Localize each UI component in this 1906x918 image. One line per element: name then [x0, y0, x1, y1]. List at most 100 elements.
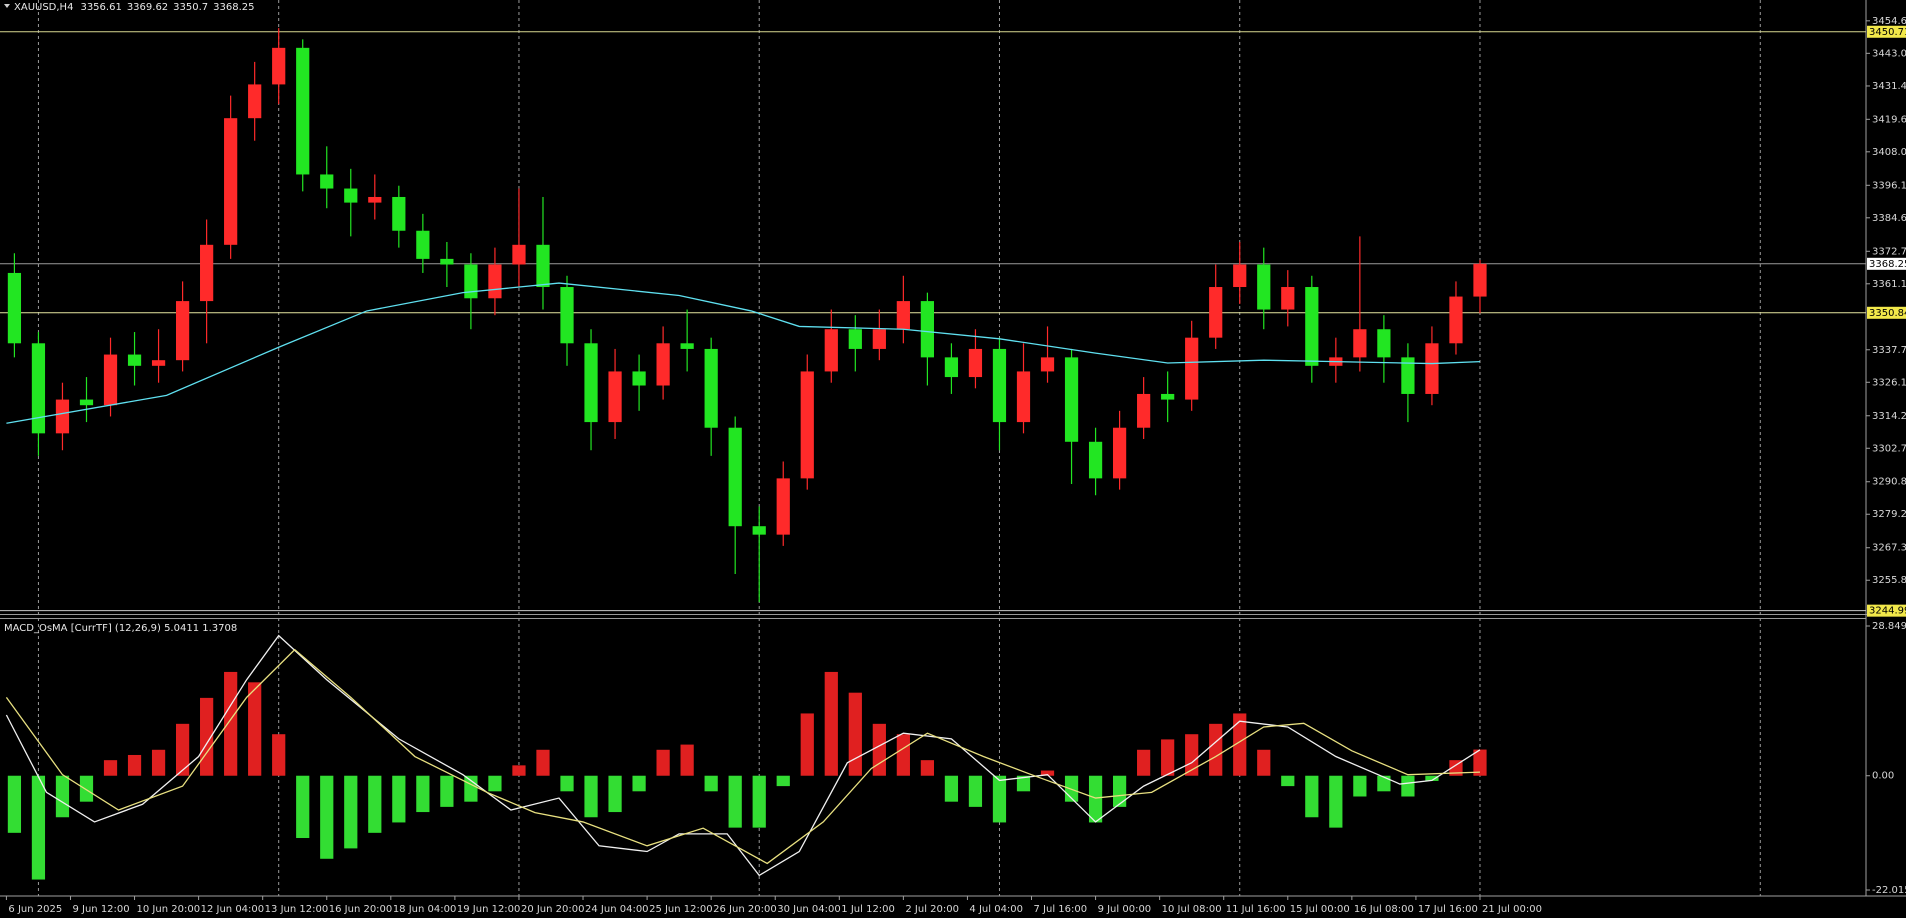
menu-icon[interactable]	[4, 4, 10, 8]
candle-body	[920, 301, 935, 358]
histogram-bar	[440, 775, 454, 807]
histogram-bar	[512, 765, 526, 776]
x-tick-label: 13 Jun 12:00	[265, 904, 329, 915]
y-tick-label: 0.00	[1872, 771, 1894, 782]
candle-body	[392, 196, 406, 231]
y-tick-label: 3267.35	[1872, 543, 1906, 554]
histogram-bar	[1329, 775, 1343, 828]
level-label-box	[1867, 257, 1906, 270]
histogram-bar	[296, 775, 310, 839]
candle-body	[728, 427, 742, 527]
candle-body	[1353, 329, 1367, 358]
candle-body	[752, 526, 766, 535]
y-tick-label: -22.0159	[1872, 885, 1906, 896]
x-tick-label: 9 Jul 00:00	[1098, 904, 1152, 915]
candle-body	[1305, 287, 1319, 366]
histogram-bar	[632, 775, 646, 792]
y-tick-label: 3314.25	[1872, 411, 1906, 422]
candle-body	[656, 343, 670, 386]
candle-body	[872, 329, 886, 349]
x-tick-label: 11 Jul 16:00	[1226, 904, 1286, 915]
candle-body	[632, 371, 646, 386]
lines-layer	[5, 282, 1481, 877]
level-label: 3350.84	[1869, 308, 1906, 319]
histogram-bar	[1112, 775, 1127, 807]
x-tick-label: 17 Jul 16:00	[1418, 904, 1478, 915]
histogram-bar	[848, 692, 862, 776]
x-tick-label: 16 Jul 08:00	[1354, 904, 1414, 915]
candle-body	[944, 357, 959, 378]
histogram-bar	[368, 775, 382, 833]
candle-body	[344, 188, 358, 203]
candle-body	[1377, 329, 1391, 358]
histogram-bar	[7, 775, 22, 833]
level-label-box	[1867, 604, 1906, 617]
x-tick-label: 9 Jun 12:00	[72, 904, 129, 915]
histogram-bar	[1449, 760, 1463, 776]
open-price: 3356.61	[80, 2, 121, 13]
histogram-bar	[103, 760, 118, 776]
candle-body	[464, 264, 478, 299]
candle-body	[272, 47, 286, 85]
indicator-line	[5, 634, 1481, 877]
candle-body	[1401, 357, 1415, 394]
candle-body	[800, 371, 814, 479]
y-tick-label: 3443.05	[1872, 48, 1906, 59]
histogram-bar	[752, 775, 766, 828]
x-tick-label: 7 Jul 16:00	[1034, 904, 1088, 915]
candle-body	[151, 360, 166, 366]
symbol-header: XAUUSD,H4 3356.61 3369.62 3350.7 3368.25	[14, 2, 255, 13]
x-tick-label: 2 Jul 20:00	[905, 904, 959, 915]
histogram-bar	[1305, 775, 1319, 818]
histogram-bar	[1401, 775, 1415, 797]
histogram-bar	[1137, 749, 1151, 776]
candle-body	[248, 84, 262, 119]
histogram-bar	[248, 682, 262, 776]
candle-body	[512, 244, 526, 265]
histogram-bar	[151, 749, 166, 776]
y-tick-label: 3419.60	[1872, 114, 1906, 125]
candle-body	[968, 348, 983, 378]
candle-body	[7, 272, 22, 344]
x-tick-label: 18 Jun 04:00	[393, 904, 457, 915]
x-tick-label: 1 Jul 12:00	[841, 904, 895, 915]
candle-body	[224, 118, 238, 245]
candle-body	[1112, 427, 1127, 479]
x-tick-label: 6 Jun 2025	[8, 904, 62, 915]
histogram-bar	[1425, 775, 1439, 781]
level-label: 3450.71	[1869, 27, 1906, 38]
candle-body	[127, 354, 142, 366]
candle-body	[1209, 287, 1223, 338]
histogram-bar	[55, 775, 70, 818]
candle-body	[704, 348, 718, 428]
histogram-bar	[1473, 749, 1487, 776]
histogram-bar	[680, 744, 694, 776]
histogram-bar	[1377, 775, 1391, 792]
histogram-bar	[656, 749, 670, 776]
y-tick-label: 3454.60	[1872, 16, 1906, 27]
candle-body	[103, 354, 118, 406]
candle-body	[1449, 296, 1463, 344]
candle-body	[680, 343, 694, 349]
x-tick-label: 12 Jun 04:00	[201, 904, 265, 915]
indicator-line	[6, 282, 1481, 424]
candle-body	[1281, 287, 1295, 310]
histogram-bar	[392, 775, 406, 823]
level-label-box	[1867, 25, 1906, 38]
y-tick-label: 3337.70	[1872, 345, 1906, 356]
candle-body	[1137, 393, 1151, 428]
candle-body	[200, 244, 214, 302]
x-tick-label: 10 Jun 20:00	[137, 904, 201, 915]
histogram-bar	[560, 775, 574, 792]
x-tick-label: 26 Jun 20:00	[713, 904, 777, 915]
x-tick-label: 16 Jun 20:00	[329, 904, 393, 915]
candle-body	[1088, 441, 1103, 479]
histogram-bar	[1257, 749, 1271, 776]
y-tick-label: 3326.15	[1872, 377, 1906, 388]
histogram-bar	[992, 775, 1007, 823]
histogram-bar	[416, 775, 430, 813]
y-tick-label: 3302.70	[1872, 443, 1906, 454]
histogram-bar	[127, 754, 142, 776]
histogram-bar	[728, 775, 742, 828]
